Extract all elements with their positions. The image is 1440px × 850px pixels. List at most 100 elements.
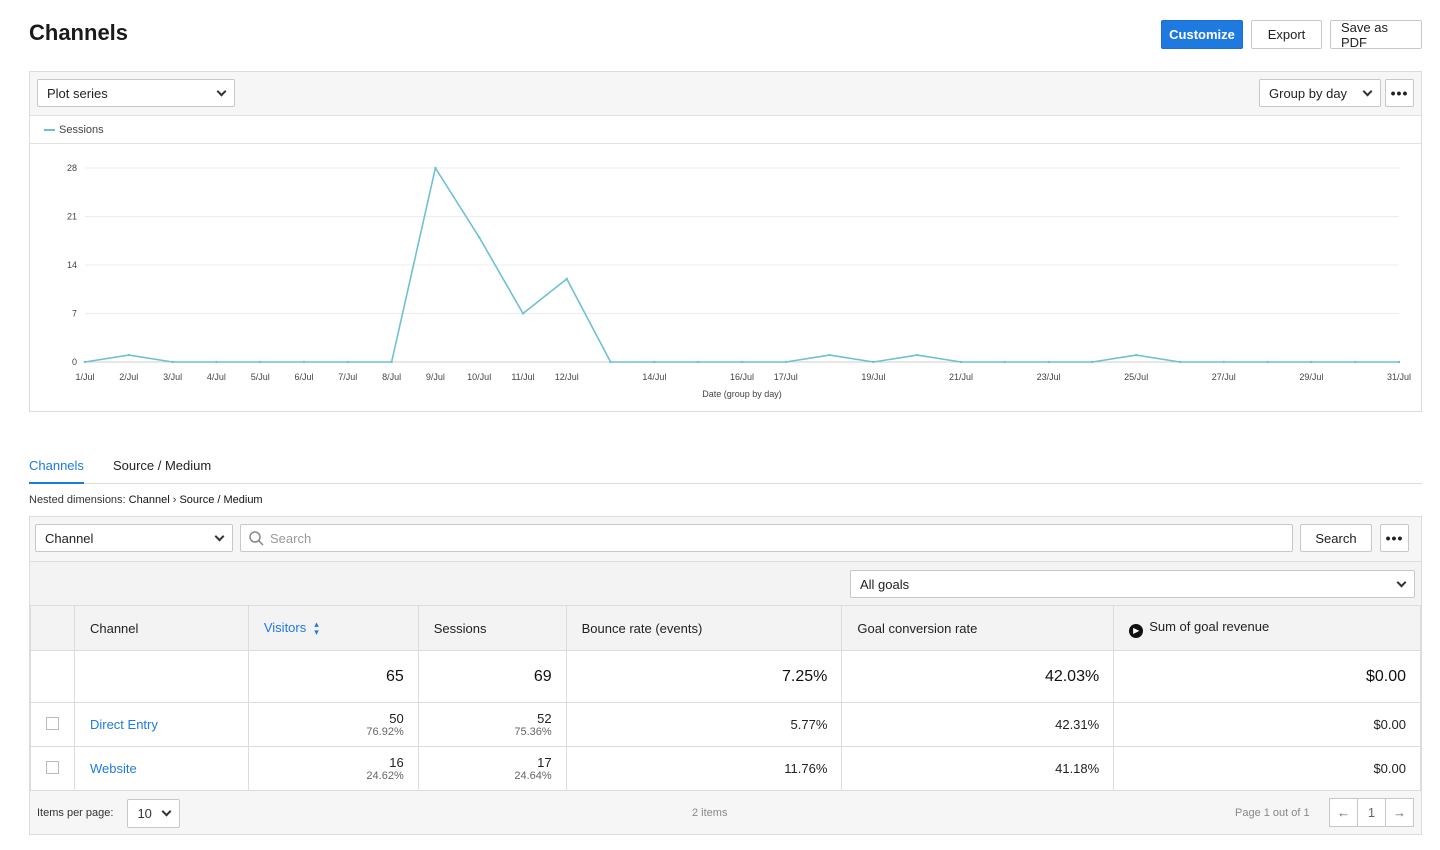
header-goal-conversion[interactable]: Goal conversion rate bbox=[841, 605, 1115, 651]
x-tick-label: 6/Jul bbox=[294, 372, 313, 382]
data-point bbox=[916, 353, 919, 357]
data-point bbox=[171, 360, 174, 364]
header-checkbox-cell bbox=[30, 605, 75, 651]
x-tick-label: 8/Jul bbox=[382, 372, 401, 382]
nested-second[interactable]: Source / Medium bbox=[179, 494, 263, 506]
row-bounce: 5.77% bbox=[565, 702, 843, 747]
channel-link[interactable]: Website bbox=[89, 761, 137, 776]
header-visitors-label[interactable]: Visitors bbox=[263, 619, 307, 635]
goal-icon: ▶ bbox=[1129, 623, 1144, 638]
nested-separator: › bbox=[172, 494, 177, 506]
data-point bbox=[1091, 360, 1094, 364]
table-row: Direct Entry 50 76.92% 52 75.36% 5.77% 42.… bbox=[30, 702, 1421, 747]
x-tick-label: 1/Jul bbox=[75, 372, 94, 382]
data-point bbox=[565, 277, 568, 281]
chart-area: Sessions 0 7 14 21 28 1/Jul 2/Jul 3/Jul 4/Jul 5/J… bbox=[30, 115, 1421, 411]
nested-first[interactable]: Channel bbox=[128, 494, 170, 506]
sort-icon[interactable]: ▴ ▾ bbox=[314, 619, 319, 638]
save-as-pdf-button[interactable]: Save as PDF bbox=[1330, 20, 1422, 50]
page-title: Channels bbox=[29, 20, 129, 45]
next-page-arrow-icon[interactable]: → bbox=[1385, 798, 1414, 827]
row-checkbox[interactable] bbox=[45, 760, 59, 774]
header-visitors[interactable]: Visitors ▴ ▾ bbox=[247, 605, 419, 651]
plot-series-select[interactable]: Plot series bbox=[37, 79, 235, 107]
total-bounce: 7.25% bbox=[565, 650, 843, 703]
row-visitors: 16 24.62% bbox=[247, 746, 419, 791]
data-point bbox=[784, 360, 787, 364]
x-tick-label: 21/Jul bbox=[949, 372, 973, 382]
header-channel[interactable]: Channel bbox=[73, 605, 249, 651]
group-by-select[interactable]: Group by day bbox=[1259, 79, 1381, 107]
row-visitors: 50 76.92% bbox=[247, 702, 419, 747]
row-goal-conversion: 41.18% bbox=[841, 746, 1115, 791]
sessions-percent: 75.36% bbox=[514, 725, 552, 738]
data-point bbox=[215, 360, 218, 364]
data-point bbox=[390, 360, 393, 364]
row-bounce: 11.76% bbox=[565, 746, 843, 791]
tab-bar: Channels Source / Medium bbox=[29, 448, 1422, 484]
tab-source-medium[interactable]: Source / Medium bbox=[112, 458, 212, 473]
search-input[interactable] bbox=[270, 530, 1209, 546]
item-count: 2 items bbox=[692, 807, 728, 819]
header-sessions[interactable]: Sessions bbox=[417, 605, 567, 651]
data-point bbox=[872, 360, 875, 364]
plot-series-label: Plot series bbox=[47, 85, 108, 101]
data-point bbox=[1310, 360, 1313, 364]
row-revenue: $0.00 bbox=[1113, 702, 1421, 747]
chevron-down-icon bbox=[1396, 577, 1407, 587]
x-tick-label: 27/Jul bbox=[1212, 372, 1236, 382]
totals-checkbox-cell bbox=[30, 650, 75, 703]
channel-link[interactable]: Direct Entry bbox=[89, 717, 158, 732]
search-field[interactable] bbox=[240, 524, 1293, 552]
row-checkbox-cell bbox=[30, 746, 75, 791]
goals-select[interactable]: All goals bbox=[850, 570, 1415, 598]
data-point bbox=[1397, 360, 1401, 364]
prev-page-arrow-icon[interactable]: ← bbox=[1329, 798, 1358, 827]
x-tick-label: 4/Jul bbox=[207, 372, 226, 382]
visitors-value: 50 bbox=[389, 710, 404, 726]
row-checkbox[interactable] bbox=[45, 716, 59, 730]
x-tick-label: 3/Jul bbox=[163, 372, 182, 382]
visitors-percent: 24.62% bbox=[366, 769, 404, 782]
total-revenue: $0.00 bbox=[1113, 650, 1421, 703]
x-tick-label: 17/Jul bbox=[774, 372, 798, 382]
header-goal-revenue[interactable]: ▶ Sum of goal revenue bbox=[1113, 605, 1421, 651]
chevron-down-icon bbox=[216, 86, 227, 96]
page-number[interactable]: 1 bbox=[1357, 798, 1386, 827]
channels-table: Channel Visitors ▴ ▾ Sessions Bounce rate … bbox=[30, 605, 1421, 791]
dimension-label: Channel bbox=[45, 530, 94, 546]
pagination: ← 1 → bbox=[1329, 798, 1414, 827]
items-per-page-select[interactable]: 10 bbox=[127, 798, 181, 828]
goals-select-label: All goals bbox=[860, 576, 910, 592]
table-more-button[interactable]: ••• bbox=[1380, 524, 1409, 552]
table-panel: Channel Search ••• All goals Channel Vis… bbox=[29, 516, 1422, 835]
y-tick-label: 7 bbox=[72, 309, 77, 319]
header-bounce-rate[interactable]: Bounce rate (events) bbox=[565, 605, 843, 651]
table-footer: Items per page: 10 2 items Page 1 out of… bbox=[30, 792, 1421, 834]
data-point bbox=[127, 353, 130, 357]
page-info: Page 1 out of 1 bbox=[1235, 807, 1310, 819]
data-point bbox=[1135, 353, 1138, 357]
dimension-select[interactable]: Channel bbox=[35, 524, 233, 552]
data-point bbox=[609, 360, 612, 364]
total-sessions: 69 bbox=[417, 650, 567, 703]
totals-channel-cell bbox=[73, 650, 249, 703]
export-button[interactable]: Export bbox=[1251, 20, 1322, 49]
x-tick-label: 10/Jul bbox=[467, 372, 491, 382]
y-tick-label: 28 bbox=[67, 163, 77, 173]
data-point bbox=[83, 360, 87, 364]
x-tick-label: 12/Jul bbox=[555, 372, 579, 382]
group-by-label: Group by day bbox=[1269, 85, 1348, 101]
x-tick-label: 16/Jul bbox=[730, 372, 754, 382]
tab-channels[interactable]: Channels bbox=[29, 448, 84, 484]
nested-dimensions: Nested dimensions: Channel › Source / Me… bbox=[29, 494, 263, 506]
goals-row: All goals bbox=[30, 561, 1421, 605]
totals-row: 65 69 7.25% 42.03% $0.00 bbox=[30, 650, 1421, 703]
data-point bbox=[346, 360, 349, 364]
sessions-value: 17 bbox=[537, 754, 552, 770]
customize-button[interactable]: Customize bbox=[1161, 20, 1243, 49]
chart-toolbar: Plot series Group by day ••• bbox=[30, 72, 1421, 115]
chart-more-button[interactable]: ••• bbox=[1385, 79, 1414, 107]
data-point bbox=[653, 360, 656, 364]
search-button[interactable]: Search bbox=[1300, 524, 1372, 552]
